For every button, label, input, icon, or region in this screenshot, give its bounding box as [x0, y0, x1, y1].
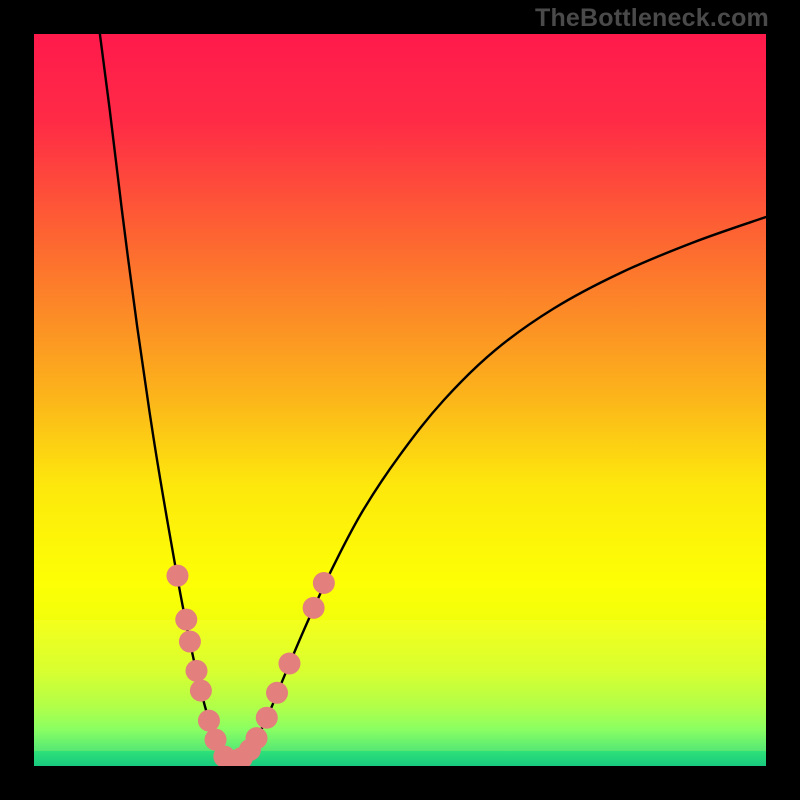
data-marker: [246, 727, 268, 749]
data-marker: [190, 680, 212, 702]
data-marker: [198, 710, 220, 732]
watermark-text: TheBottleneck.com: [535, 4, 769, 33]
data-marker: [166, 565, 188, 587]
data-marker: [313, 572, 335, 594]
data-markers: [166, 565, 334, 766]
chart-area: [34, 34, 766, 766]
data-marker: [175, 609, 197, 631]
data-marker: [186, 660, 208, 682]
data-marker: [256, 707, 278, 729]
data-marker: [303, 597, 325, 619]
data-marker: [278, 653, 300, 675]
bottleneck-curve: [100, 34, 766, 762]
data-marker: [179, 631, 201, 653]
chart-svg: [34, 34, 766, 766]
image-frame: [0, 0, 800, 800]
data-marker: [266, 682, 288, 704]
